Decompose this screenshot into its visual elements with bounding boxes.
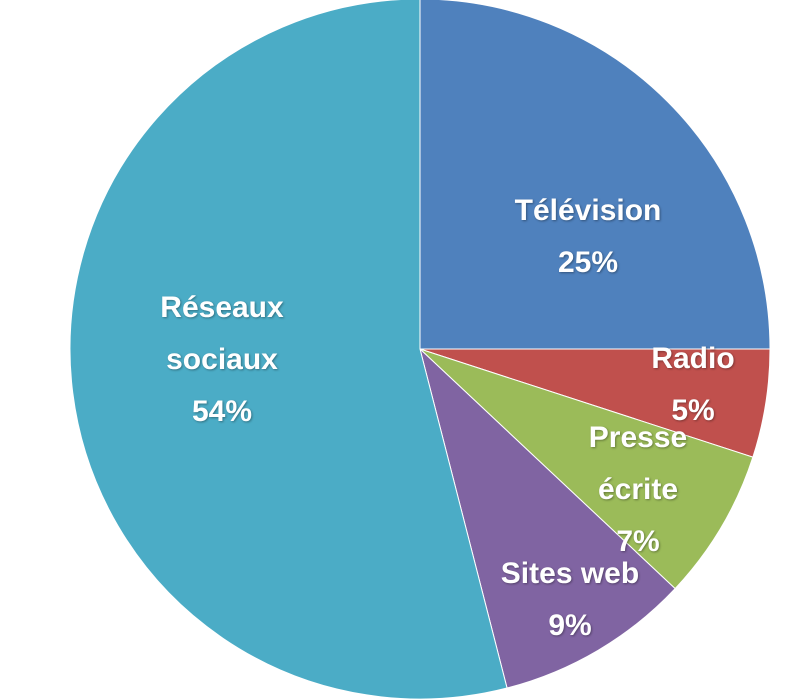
category-label: Télévision	[514, 194, 662, 227]
pie-slice	[419, 347, 676, 689]
category-label: Radio	[651, 342, 735, 375]
value-label: 25%	[557, 246, 619, 279]
category-label: Sites web	[500, 557, 640, 590]
slice-label: Presse écrite 7%	[573, 412, 703, 568]
value-label: 54%	[191, 395, 253, 428]
slice-label: Télévision 25%	[478, 185, 698, 289]
slice-label: Radio 5%	[628, 333, 758, 437]
slice-label: Réseaux sociaux 54%	[137, 282, 307, 438]
slice-label: Sites web 9%	[460, 548, 680, 652]
pie-slice	[419, 0, 771, 350]
category-label: Réseaux sociaux	[160, 291, 284, 376]
value-label: 5%	[671, 394, 715, 427]
value-label: 9%	[548, 609, 592, 642]
pie-slice	[69, 0, 508, 699]
value-label: 7%	[616, 525, 660, 558]
category-label: Presse écrite	[588, 421, 688, 506]
pie-slice	[419, 348, 754, 590]
